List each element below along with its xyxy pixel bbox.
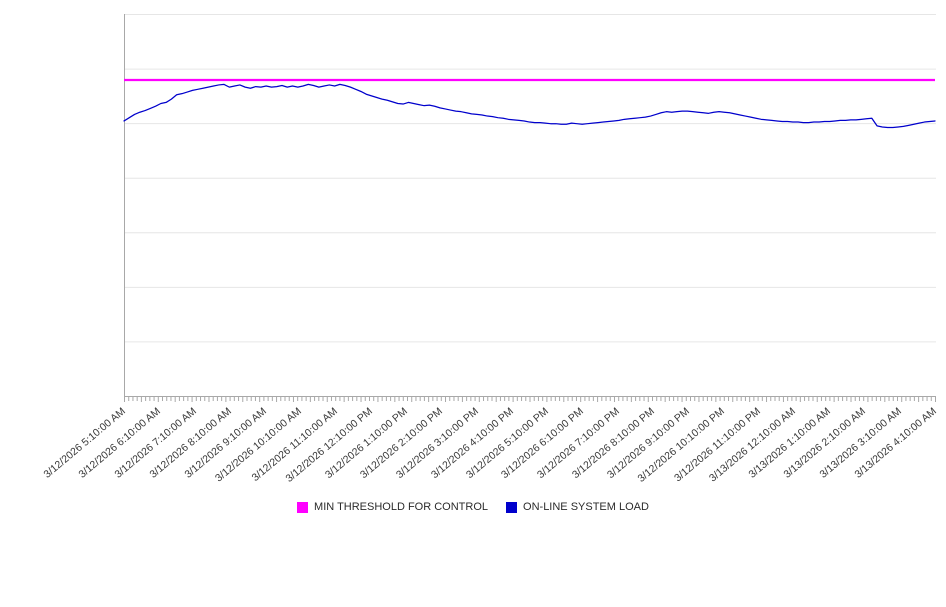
- series-on-line-system-load: [123, 83, 936, 129]
- chart-container: 3/12/2026 5:10:00 AM 3/12/2026 6:10:00 AM…: [0, 14, 946, 519]
- legend-swatch-load: [506, 501, 518, 513]
- line-chart-plot: [123, 14, 936, 402]
- legend-swatch-threshold: [297, 501, 309, 513]
- y-gridlines: [124, 14, 936, 397]
- legend-label: ON-LINE SYSTEM LOAD: [523, 501, 649, 513]
- legend-label: MIN THRESHOLD FOR CONTROL: [314, 501, 489, 513]
- legend-entry[interactable]: ON-LINE SYSTEM LOAD: [506, 501, 649, 513]
- x-axis-minor-ticks: [124, 397, 936, 402]
- chart-legend: MIN THRESHOLD FOR CONTROL ON-LINE SYSTEM …: [0, 495, 946, 519]
- legend-entry[interactable]: MIN THRESHOLD FOR CONTROL: [297, 501, 488, 513]
